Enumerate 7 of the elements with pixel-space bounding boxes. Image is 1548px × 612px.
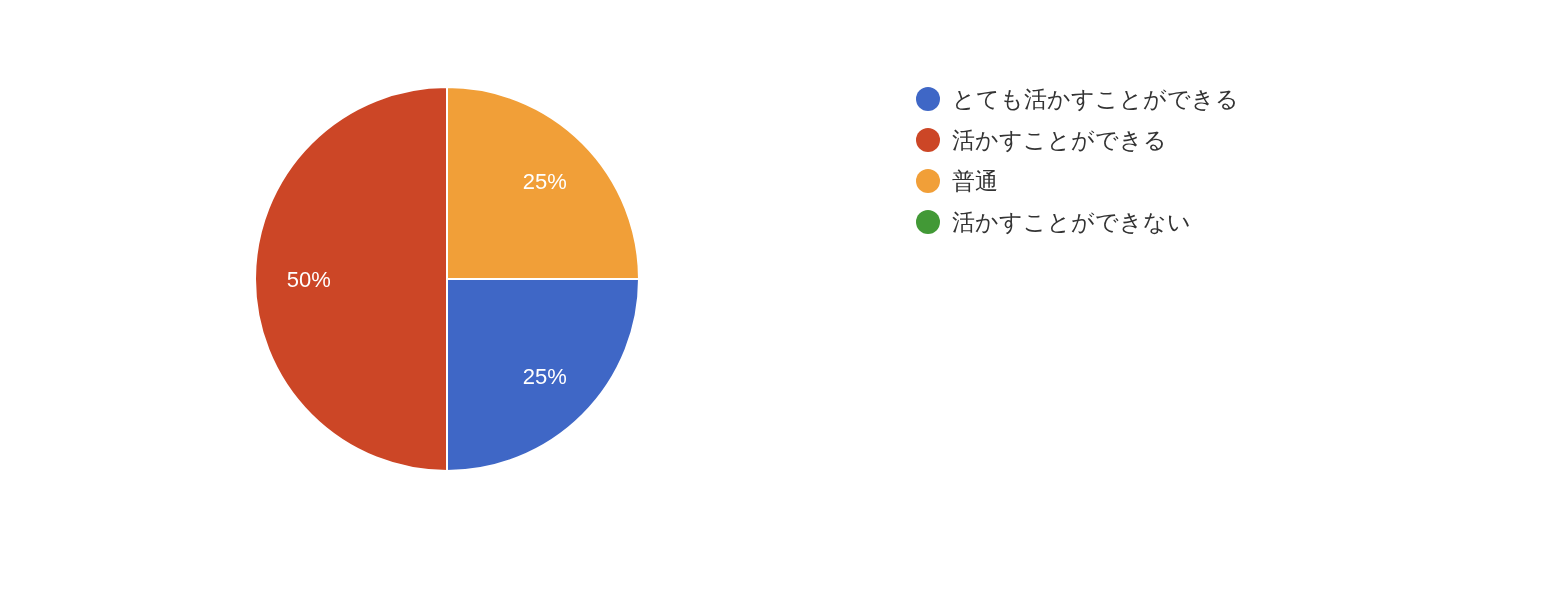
data-label: 25% — [522, 364, 567, 390]
legend-label: 活かすことができない — [952, 209, 1191, 235]
legend-label: 活かすことができる — [952, 127, 1167, 153]
legend-label: とても活かすことができる — [952, 86, 1239, 112]
data-label: 25% — [522, 168, 567, 194]
data-label: 50% — [286, 266, 331, 292]
legend-label: 普通 — [952, 168, 998, 194]
